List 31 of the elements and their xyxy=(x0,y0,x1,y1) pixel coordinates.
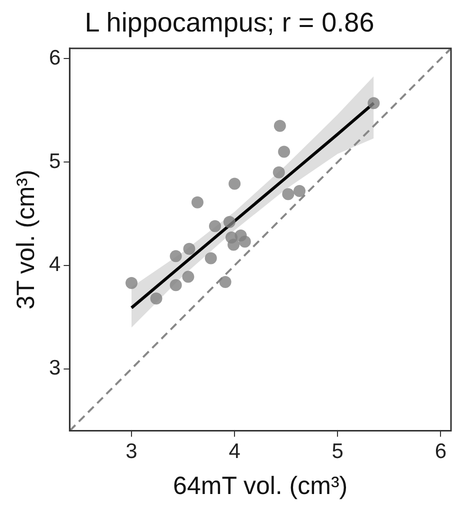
point xyxy=(150,292,162,305)
x-axis-title: 64mT vol. (cm³) xyxy=(173,472,348,500)
y-tick-label: 3 xyxy=(48,356,61,380)
point xyxy=(183,242,196,255)
point xyxy=(274,120,286,132)
point xyxy=(238,236,251,248)
y-tick-label: 6 xyxy=(48,46,61,70)
y-axis-title: 3T vol. (cm³) xyxy=(12,170,40,310)
point xyxy=(170,279,182,292)
point xyxy=(294,185,306,198)
point xyxy=(278,146,290,158)
y-tick-label: 5 xyxy=(48,150,61,173)
point xyxy=(208,220,221,232)
point xyxy=(282,188,294,200)
point xyxy=(170,250,182,262)
point xyxy=(228,178,241,190)
x-tick-label: 4 xyxy=(228,440,241,464)
x-tick-label: 5 xyxy=(332,440,344,464)
y-tick-label: 4 xyxy=(48,253,61,276)
x-tick-label: 3 xyxy=(126,440,138,464)
point xyxy=(228,238,240,251)
point xyxy=(126,277,138,290)
point xyxy=(223,216,236,228)
point xyxy=(182,270,194,283)
chart-title: L hippocampus; r = 0.86 xyxy=(84,8,374,38)
point xyxy=(219,276,232,288)
point xyxy=(368,97,380,110)
point xyxy=(204,252,217,264)
point xyxy=(191,196,204,208)
point xyxy=(272,166,285,178)
x-tick-label: 6 xyxy=(434,440,447,464)
